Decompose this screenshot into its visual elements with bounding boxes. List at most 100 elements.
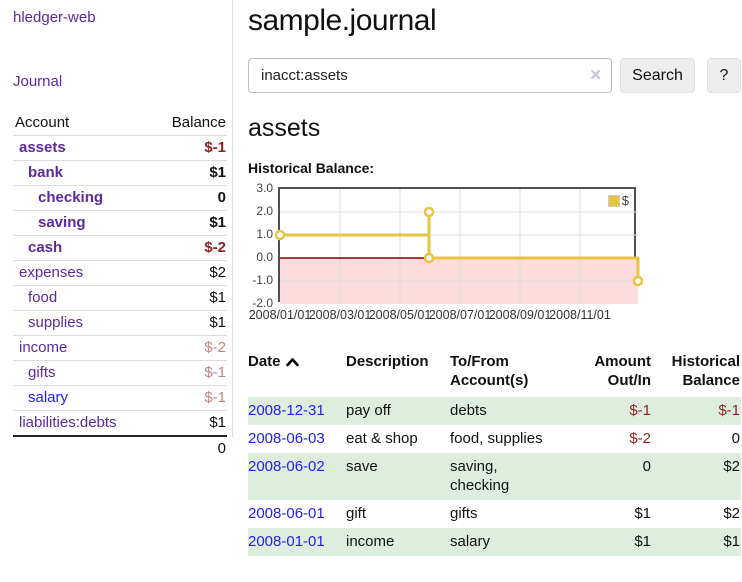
accounts-table: Account Balance assets $-1 bank $1 check… bbox=[13, 112, 227, 461]
account-link-assets[interactable]: assets bbox=[19, 139, 66, 156]
account-balance: $1 bbox=[150, 210, 227, 236]
accounts-header-balance: Balance bbox=[171, 114, 226, 131]
transaction-amount: 0 bbox=[642, 458, 651, 475]
account-balance: $1 bbox=[150, 310, 227, 336]
register-table: Date Description To/From Account(s) Amou… bbox=[248, 350, 741, 556]
account-row-salary: salary $-1 bbox=[13, 385, 227, 411]
transaction-date-link[interactable]: 2008-06-01 bbox=[248, 505, 325, 522]
transaction-accounts: saving, checking bbox=[450, 458, 510, 494]
account-balance: $-2 bbox=[150, 335, 227, 361]
clear-search-icon[interactable]: ✕ bbox=[589, 67, 602, 84]
transaction-date-link[interactable]: 2008-06-03 bbox=[248, 430, 325, 447]
gridlines bbox=[280, 189, 638, 304]
sort-ascending-icon bbox=[285, 358, 299, 367]
column-header-description: Description bbox=[346, 353, 429, 370]
column-header-date[interactable]: Date bbox=[248, 350, 346, 397]
sidebar-item-journal[interactable]: Journal bbox=[13, 73, 63, 90]
account-link-cash[interactable]: cash bbox=[28, 239, 63, 256]
accounts-total-row: 0 bbox=[13, 435, 227, 461]
account-row-cash: cash $-2 bbox=[13, 235, 227, 261]
account-row-saving: saving $1 bbox=[13, 210, 227, 236]
main-content: sample.journal ✕ Search ? assets Histori… bbox=[233, 0, 742, 582]
transaction-row: 2008-12-31 pay off debts $-1 $-1 bbox=[248, 397, 741, 425]
account-link-food[interactable]: food bbox=[28, 289, 58, 306]
transaction-date-link[interactable]: 2008-06-02 bbox=[248, 458, 325, 475]
transaction-balance: $2 bbox=[723, 505, 740, 522]
transaction-balance: $-1 bbox=[718, 402, 740, 419]
legend-swatch bbox=[607, 194, 620, 207]
account-balance: $-1 bbox=[150, 385, 227, 411]
account-row-income: income $-2 bbox=[13, 335, 227, 361]
transaction-date-link[interactable]: 2008-01-01 bbox=[248, 533, 325, 550]
transaction-accounts: debts bbox=[450, 402, 487, 419]
transaction-amount: $-2 bbox=[629, 430, 651, 447]
account-link-gifts[interactable]: gifts bbox=[28, 364, 56, 381]
sidebar: hledger-web Journal Account Balance asse… bbox=[0, 0, 233, 461]
account-link-checking[interactable]: checking bbox=[38, 189, 104, 206]
account-heading: assets bbox=[248, 114, 321, 142]
transaction-accounts: gifts bbox=[450, 505, 478, 522]
help-button[interactable]: ? bbox=[707, 58, 741, 93]
x-tick: 2008/03/01 bbox=[308, 308, 372, 322]
chart-plot-area: $ bbox=[274, 187, 644, 304]
x-tick: 2008/09/01 bbox=[488, 308, 552, 322]
column-header-amount: Amount Out/In bbox=[594, 353, 651, 389]
search-form: ✕ Search ? bbox=[248, 58, 741, 93]
transaction-description: income bbox=[346, 533, 395, 550]
transaction-amount: $1 bbox=[634, 505, 651, 522]
account-balance: $1 bbox=[150, 285, 227, 311]
y-tick: 1.0 bbox=[256, 227, 273, 241]
y-tick: 3.0 bbox=[256, 181, 273, 195]
transaction-row: 2008-06-02 save saving, checking 0 $2 bbox=[248, 453, 741, 500]
x-tick: 2008/05/01 bbox=[368, 308, 432, 322]
transaction-description: pay off bbox=[346, 402, 391, 419]
account-link-income[interactable]: income bbox=[19, 339, 68, 356]
account-row-checking: checking 0 bbox=[13, 185, 227, 211]
transaction-row: 2008-06-01 gift gifts $1 $2 bbox=[248, 500, 741, 528]
register-header-row: Date Description To/From Account(s) Amou… bbox=[248, 350, 741, 397]
account-link-supplies[interactable]: supplies bbox=[28, 314, 84, 331]
account-row-expenses: expenses $2 bbox=[13, 260, 227, 286]
y-tick: -1.0 bbox=[252, 273, 273, 287]
transaction-description: gift bbox=[346, 505, 367, 522]
column-header-balance: Historical Balance bbox=[671, 353, 740, 389]
search-input[interactable] bbox=[248, 58, 612, 93]
account-link-expenses[interactable]: expenses bbox=[19, 264, 84, 281]
transaction-amount: $1 bbox=[634, 533, 651, 550]
data-point-markers bbox=[274, 206, 644, 287]
account-balance: $-1 bbox=[150, 135, 227, 161]
account-balance: $1 bbox=[150, 410, 227, 436]
balance-series-line bbox=[278, 210, 640, 283]
y-tick: 2.0 bbox=[256, 204, 273, 218]
chart-canvas bbox=[274, 189, 644, 304]
account-link-bank[interactable]: bank bbox=[28, 164, 64, 181]
accounts-header-account: Account bbox=[15, 114, 70, 131]
account-row-gifts: gifts $-1 bbox=[13, 360, 227, 386]
account-balance: 0 bbox=[150, 185, 227, 211]
account-balance: $1 bbox=[150, 160, 227, 186]
y-tick: -2.0 bbox=[252, 296, 273, 310]
account-row-assets: assets $-1 bbox=[13, 135, 227, 161]
x-tick: 2008/07/01 bbox=[428, 308, 492, 322]
account-link-liabilities-debts[interactable]: liabilities:debts bbox=[19, 414, 117, 431]
transaction-balance: $1 bbox=[723, 533, 740, 550]
transaction-description: save bbox=[346, 458, 378, 475]
account-row-food: food $1 bbox=[13, 285, 227, 311]
x-tick: 2008/11/01 bbox=[549, 308, 611, 322]
account-link-salary[interactable]: salary bbox=[28, 389, 69, 406]
x-tick: 2008/01/01 bbox=[248, 308, 312, 322]
transaction-accounts: food, supplies bbox=[450, 430, 543, 447]
app-title[interactable]: hledger-web bbox=[13, 9, 96, 26]
transaction-balance: 0 bbox=[731, 430, 740, 447]
account-link-saving[interactable]: saving bbox=[38, 214, 86, 231]
transaction-accounts: salary bbox=[450, 533, 491, 550]
historical-balance-chart: 3.0 2.0 1.0 0.0 -1.0 -2.0 bbox=[248, 181, 741, 327]
transaction-date-link[interactable]: 2008-12-31 bbox=[248, 402, 325, 419]
transaction-row: 2008-01-01 income salary $1 $1 bbox=[248, 528, 741, 556]
accounts-total: 0 bbox=[13, 435, 227, 461]
account-row-liabilities-debts: liabilities:debts $1 bbox=[13, 410, 227, 436]
search-button[interactable]: Search bbox=[620, 58, 695, 93]
account-balance: $2 bbox=[150, 260, 227, 286]
page-title: sample.journal bbox=[248, 4, 437, 37]
transaction-description: eat & shop bbox=[346, 430, 418, 447]
